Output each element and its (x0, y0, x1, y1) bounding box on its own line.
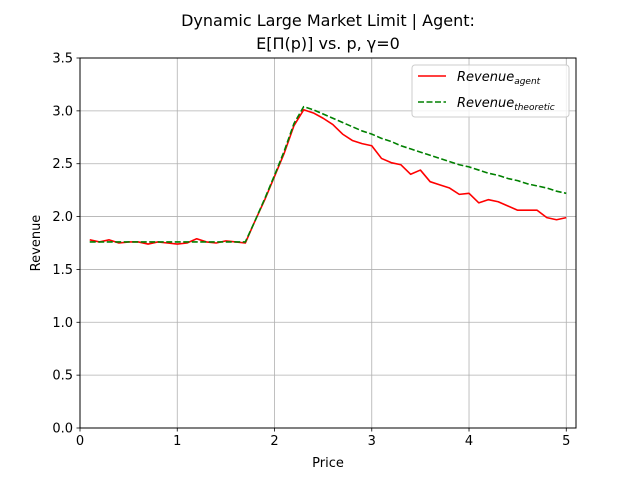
x-tick-label: 5 (562, 434, 570, 449)
x-tick-label: 1 (173, 434, 181, 449)
plot-series (89, 105, 567, 245)
y-tick-label: 2.0 (52, 210, 73, 225)
y-axis-label: Revenue (29, 215, 44, 272)
series-line-theoretic (89, 105, 567, 243)
legend: Revenueagent Revenuetheoretic (411, 64, 570, 118)
y-tick-label: 1.0 (52, 316, 73, 331)
chart-title-line1: Dynamic Large Market Limit | Agent: (181, 11, 475, 30)
x-tick-label: 4 (465, 434, 473, 449)
y-tick-label: 0.5 (52, 369, 73, 384)
x-tick-label: 0 (76, 434, 84, 449)
x-tick-label: 3 (368, 434, 376, 449)
y-tick-label: 2.5 (52, 157, 73, 172)
legend-box (411, 64, 570, 118)
legend-label-agent: Revenueagent (457, 70, 541, 87)
x-tick-label: 2 (270, 434, 278, 449)
legend-label-agent-base: Revenue (457, 70, 514, 85)
plot-frame (79, 57, 577, 429)
y-tick-label: 3.5 (52, 52, 73, 67)
y-tick-label: 0.0 (52, 422, 73, 437)
axis-ticks: 0 1 2 3 4 5 0.0 0.5 1.0 1.5 2.0 2.5 3.0 3.5 (52, 52, 570, 450)
legend-label-theoretic-sub: theoretic (514, 103, 555, 113)
legend-label-theoretic: Revenuetheoretic (457, 96, 555, 113)
y-tick-label: 1.5 (52, 263, 73, 278)
legend-label-agent-sub: agent (514, 77, 540, 87)
legend-label-theoretic-base: Revenue (457, 96, 514, 111)
series-line-agent (89, 109, 567, 245)
y-tick-label: 3.0 (52, 104, 73, 119)
x-axis-label: Price (312, 456, 344, 471)
chart-title-line2: E[Π(p)] vs. p, γ=0 (256, 34, 400, 53)
